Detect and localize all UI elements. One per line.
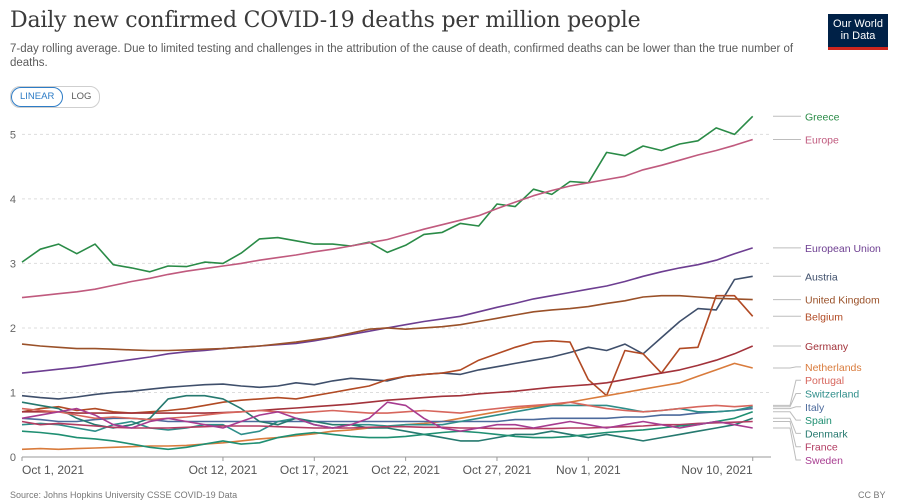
log-scale-button[interactable]: LOG <box>71 91 92 102</box>
y-tick-label: 5 <box>10 129 16 141</box>
chart-subtitle: 7-day rolling average. Due to limited te… <box>10 43 794 69</box>
scale-toggle: LINEAR LOG <box>10 86 101 108</box>
x-tick-label: Oct 17, 2021 <box>280 463 349 477</box>
series-line-portugal <box>21 401 753 421</box>
legend-label-italy: Italy <box>805 402 825 414</box>
legend-connector-sweden <box>773 427 801 461</box>
y-tick-label: 4 <box>10 194 16 206</box>
x-tick-label: Oct 12, 2021 <box>189 463 258 477</box>
series-line-belgium <box>21 294 754 414</box>
x-tick-label: Nov 1, 2021 <box>556 463 621 477</box>
series-line-europe <box>21 138 753 299</box>
legend: Greece Europe European Union Austria United … <box>773 111 881 467</box>
legend-label-greece: Greece <box>805 111 840 123</box>
series-lines <box>21 115 754 451</box>
y-tick-label: 1 <box>10 387 16 399</box>
legend-label-european-union: European Union <box>805 243 881 255</box>
legend-label-spain: Spain <box>805 415 832 427</box>
legend-label-sweden: Sweden <box>805 455 843 467</box>
legend-label-austria: Austria <box>805 271 838 283</box>
series-line-united-kingdom <box>21 294 753 352</box>
x-axis: Oct 1, 2021 Oct 12, 2021 Oct 17, 2021 Oct 2… <box>21 457 754 477</box>
linear-scale-button[interactable]: LINEAR <box>11 87 64 107</box>
series-line-sweden <box>21 401 753 433</box>
series-line-denmark <box>21 394 753 442</box>
legend-label-france: France <box>805 442 838 454</box>
legend-connector-denmark <box>773 417 801 434</box>
y-axis: 0 1 2 3 4 5 <box>10 129 16 464</box>
license-note: CC BY <box>858 490 886 500</box>
x-tick-label: Nov 10, 2021 <box>681 463 753 477</box>
y-tick-label: 3 <box>10 258 16 270</box>
series-line-spain <box>21 411 753 451</box>
legend-connector-italy <box>773 406 801 410</box>
series-line-austria <box>21 275 753 400</box>
legend-label-belgium: Belgium <box>805 311 843 323</box>
y-tick-label: 0 <box>10 452 16 464</box>
legend-label-europe: Europe <box>805 135 839 147</box>
legend-connector-spain <box>773 411 801 421</box>
legend-label-netherlands: Netherlands <box>805 362 862 374</box>
chart-title: Daily new confirmed COVID-19 deaths per … <box>10 8 641 33</box>
legend-label-denmark: Denmark <box>805 428 848 440</box>
x-tick-label: Oct 22, 2021 <box>371 463 440 477</box>
series-line-france <box>21 420 753 430</box>
legend-connector-france <box>773 421 801 448</box>
legend-label-switzerland: Switzerland <box>805 389 859 401</box>
x-tick-label: Oct 27, 2021 <box>463 463 532 477</box>
series-line-greece <box>21 115 754 273</box>
series-line-germany <box>22 345 754 414</box>
legend-label-united-kingdom: United Kingdom <box>805 295 880 307</box>
legend-connector-netherlands <box>773 366 801 369</box>
source-note: Source: Johns Hopkins University CSSE CO… <box>10 490 238 500</box>
legend-connector-switzerland <box>773 393 801 408</box>
logo-line-1: Our World <box>833 18 883 30</box>
series-line-italy <box>21 407 753 423</box>
legend-connector-portugal <box>773 379 801 406</box>
x-tick-label: Oct 1, 2021 <box>22 463 84 477</box>
logo-line-2: in Data <box>840 30 876 42</box>
legend-label-portugal: Portugal <box>805 375 844 387</box>
owid-logo[interactable]: Our World in Data <box>828 14 888 50</box>
y-tick-label: 2 <box>10 323 16 335</box>
legend-label-germany: Germany <box>805 341 849 353</box>
